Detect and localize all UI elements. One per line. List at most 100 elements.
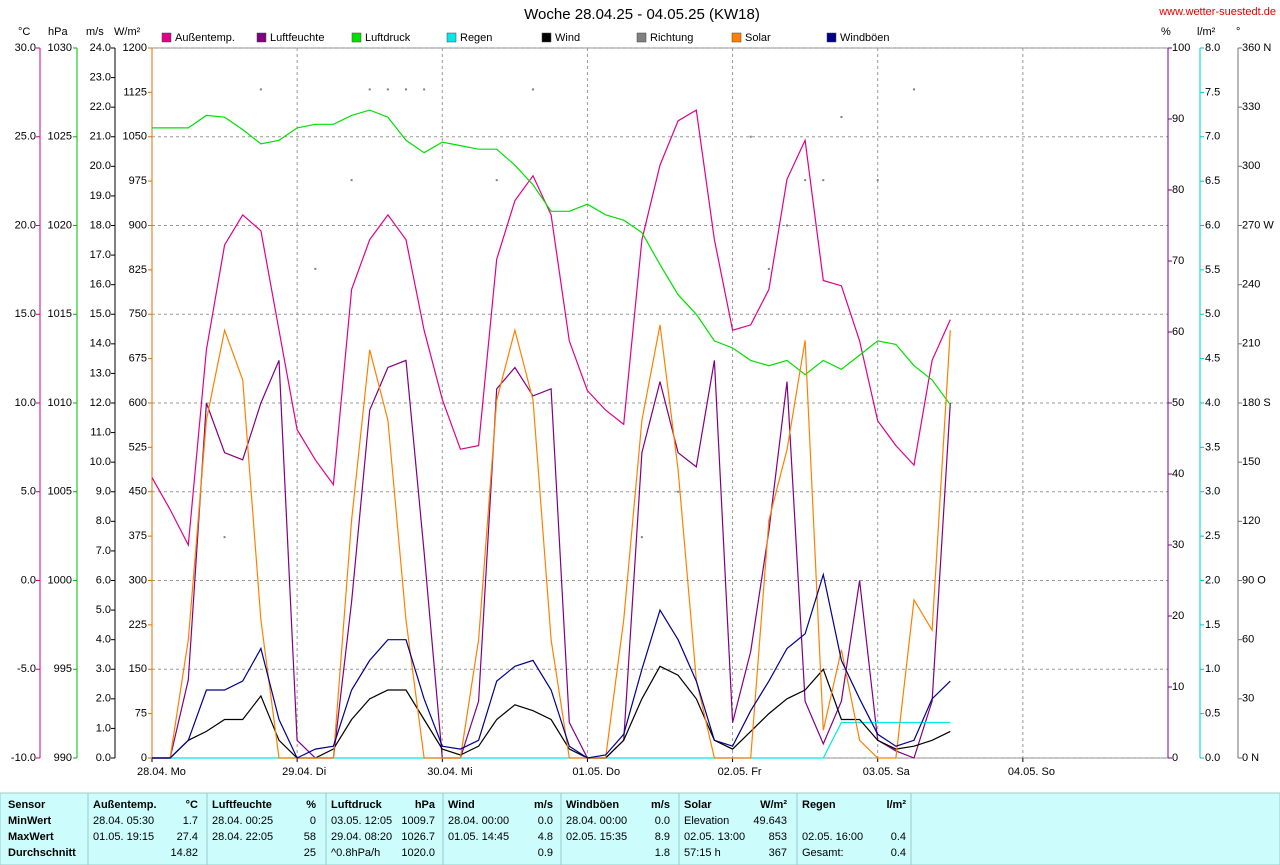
- axis-tick-label: 525: [129, 441, 147, 453]
- series-dot: [350, 179, 353, 182]
- axis-tick-label: 7.0: [96, 545, 111, 557]
- axis-tick-label: 675: [129, 353, 147, 365]
- axis-tick-label: 6.0: [96, 574, 111, 586]
- legend-swatch: [541, 32, 552, 43]
- axis-tick-label: 14.0: [90, 338, 111, 350]
- series-dot: [423, 88, 426, 91]
- axis-tick-label: 7.5: [1205, 86, 1220, 98]
- axis-tick-label: 0: [141, 752, 147, 764]
- axis-tick-label: 450: [129, 486, 147, 498]
- legend-label: Luftdruck: [365, 32, 411, 44]
- axis-tick-label: 1.0: [96, 722, 111, 734]
- legend-label: Luftfeuchte: [270, 32, 324, 44]
- axis-tick-label: 75: [135, 708, 147, 720]
- series-dot: [405, 88, 407, 91]
- table-cell: 28.04. 00:00: [566, 815, 627, 827]
- axis-tick-label: 0.5: [1205, 708, 1220, 720]
- axis-tick-label: 120: [1242, 515, 1260, 527]
- axis-tick-label: 0.0: [96, 752, 111, 764]
- table-cell: 27.4: [177, 831, 198, 843]
- legend-label: Regen: [460, 32, 492, 44]
- table-cell: 49.643: [753, 815, 787, 827]
- stats-table: [0, 792, 1280, 865]
- legend-swatch: [256, 32, 267, 43]
- axis-tick-label: 1005: [48, 486, 72, 498]
- axis-tick-label: 150: [129, 663, 147, 675]
- axis-tick-label: -5.0: [17, 663, 36, 675]
- legend-label: Außentemp.: [175, 32, 235, 44]
- series-dot: [314, 267, 317, 270]
- table-cell: 28.04. 00:25: [212, 815, 273, 827]
- axis-unit: °: [1236, 26, 1240, 38]
- axis-tick-label: 80: [1172, 184, 1184, 196]
- series-line: [152, 359, 951, 759]
- axis-tick-label: 100: [1172, 42, 1190, 54]
- axis-tick-label: 270 W: [1242, 219, 1274, 231]
- table-cell: 1009.7: [401, 815, 435, 827]
- axis-tick-label: 60: [1242, 634, 1254, 646]
- legend-swatch: [826, 32, 837, 43]
- axis-tick-label: 1050: [123, 131, 147, 143]
- table-header: W/m²: [760, 799, 787, 811]
- series-dot: [767, 267, 770, 270]
- axis-tick-label: 90 O: [1242, 574, 1266, 586]
- table-header: Sensor: [8, 799, 46, 811]
- table-cell: Elevation: [684, 815, 729, 827]
- series-dot: [495, 179, 498, 182]
- x-tick-label: 02.05. Fr: [718, 766, 762, 778]
- axis-tick-label: 300: [1242, 160, 1260, 172]
- axis-tick-label: 2.0: [96, 693, 111, 705]
- axis-tick-label: 1125: [123, 86, 147, 98]
- table-header: hPa: [415, 799, 436, 811]
- legend-swatch: [636, 32, 647, 43]
- axis-tick-label: 15.0: [15, 308, 36, 320]
- series-dot: [368, 88, 371, 91]
- axis-tick-label: 6.0: [1205, 219, 1220, 231]
- table-row-label: Durchschnitt: [8, 847, 76, 859]
- axis-tick-label: 1.0: [1205, 663, 1220, 675]
- source: www.wetter-suestedt.de: [1158, 6, 1276, 18]
- table-header: m/s: [651, 799, 670, 811]
- axis-tick-label: 10.0: [90, 456, 111, 468]
- table-header: °C: [186, 799, 198, 811]
- axis-tick-label: 7.0: [1205, 131, 1220, 143]
- axis-tick-label: 995: [54, 663, 72, 675]
- table-cell: 0.0: [655, 815, 670, 827]
- axis-tick-label: 10.0: [15, 397, 36, 409]
- axis-unit: W/m²: [114, 26, 141, 38]
- axis-tick-label: 8.0: [1205, 42, 1220, 54]
- axis-tick-label: 180 S: [1242, 397, 1271, 409]
- series-dot: [913, 88, 915, 91]
- axis-tick-label: 15.0: [90, 308, 111, 320]
- axis-tick-label: 20.0: [90, 160, 111, 172]
- x-tick-label: 03.05. Sa: [863, 766, 911, 778]
- axis-tick-label: 330: [1242, 101, 1260, 113]
- axis-tick-label: 60: [1172, 326, 1184, 338]
- series-dot: [532, 88, 534, 91]
- table-cell: 0.9: [538, 847, 553, 859]
- legend-label: Solar: [745, 32, 771, 44]
- axis-tick-label: 210: [1242, 338, 1260, 350]
- axis-tick-label: 5.0: [21, 486, 36, 498]
- table-cell: 58: [304, 831, 316, 843]
- axis-tick-label: 4.0: [96, 634, 111, 646]
- axis-tick-label: 2.0: [1205, 574, 1220, 586]
- table-cell: 25: [304, 847, 316, 859]
- table-header: Regen: [802, 799, 836, 811]
- axis-tick-label: 150: [1242, 456, 1260, 468]
- series-dot: [640, 536, 643, 539]
- axis-tick-label: 240: [1242, 279, 1260, 291]
- axis-tick-label: 600: [129, 397, 147, 409]
- table-row-label: MinWert: [8, 815, 52, 827]
- legend-swatch: [161, 32, 172, 43]
- table-cell: 1020.0: [401, 847, 435, 859]
- chart-title: Woche 28.04.25 - 04.05.25 (KW18): [524, 6, 760, 23]
- table-cell: Gesamt:: [802, 847, 844, 859]
- axis-tick-label: 18.0: [90, 219, 111, 231]
- legend-swatch: [446, 32, 457, 43]
- axis-unit: %: [1161, 26, 1171, 38]
- series-line: [152, 324, 951, 759]
- table-cell: 4.8: [538, 831, 553, 843]
- legend-label: Richtung: [650, 32, 693, 44]
- axis-tick-label: 990: [54, 752, 72, 764]
